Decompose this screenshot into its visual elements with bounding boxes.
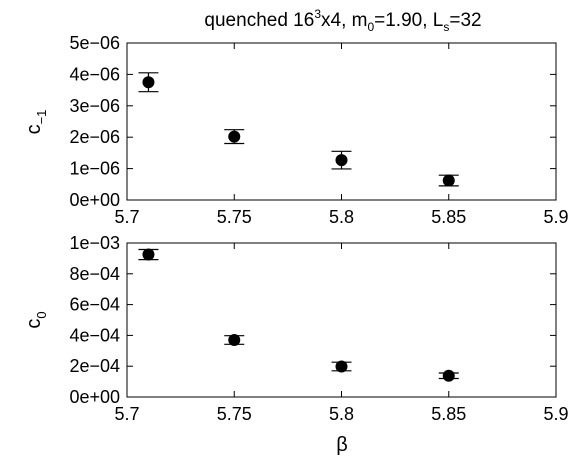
- bottom-y-label-base: c: [23, 319, 45, 329]
- top-plot-frame: [126, 42, 557, 201]
- bottom-x-tick-label: 5.85: [431, 404, 466, 424]
- bottom-y-axis-label: c0: [23, 311, 49, 328]
- top-data-point: [442, 174, 455, 187]
- x-axis-label: β: [336, 434, 348, 456]
- top-y-tick-label: 5e−06: [69, 33, 120, 53]
- top-x-tick-label: 5.9: [543, 207, 568, 227]
- bottom-panel: 5.7 5.75 5.8 5.85 5.9 0e+00 2e−04 4e−04 6e−04 8e−…: [23, 233, 569, 456]
- top-x-tick-label: 5.8: [329, 207, 354, 227]
- bottom-y-label-sub: 0: [34, 311, 49, 318]
- top-x-tick-label: 5.7: [114, 207, 139, 227]
- title-sub-l: s: [443, 20, 449, 34]
- top-y-label-base: c: [23, 124, 45, 134]
- top-x-tick-label: 5.85: [431, 207, 466, 227]
- bottom-data-point: [335, 360, 348, 373]
- bottom-x-tick-label: 5.8: [329, 404, 354, 424]
- top-y-tick-label: 0e+00: [69, 190, 120, 210]
- bottom-x-tick-label: 5.7: [114, 404, 139, 424]
- bottom-x-tick-label: 5.75: [217, 404, 252, 424]
- title-sub-m: 0: [367, 20, 374, 34]
- top-data-point: [228, 130, 241, 143]
- bottom-data-point: [142, 248, 155, 261]
- bottom-y-tick-label: 1e−03: [69, 233, 120, 253]
- bottom-y-tick-label: 2e−04: [69, 356, 120, 376]
- bottom-y-tick-label: 0e+00: [69, 387, 120, 407]
- title-sup: 3: [314, 7, 321, 21]
- top-y-tick-label: 4e−06: [69, 64, 120, 84]
- top-data-point: [142, 76, 155, 89]
- top-y-tick-label: 3e−06: [69, 96, 120, 116]
- top-y-label-sub: −1: [34, 110, 49, 125]
- top-y-axis-label: c−1: [23, 110, 49, 135]
- title-mid1: x4, m: [321, 10, 367, 31]
- bottom-plot-frame: [126, 242, 557, 398]
- top-y-tick-label: 2e−06: [69, 127, 120, 147]
- bottom-data-point: [442, 369, 455, 382]
- chart-title: quenched 163x4, m0=1.90, Ls=32: [204, 7, 481, 34]
- top-data-point: [335, 154, 348, 167]
- top-panel: 5.7 5.75 5.8 5.85 5.9 0e+00 1e−06 2e−06 3e−06 4e−…: [23, 33, 569, 227]
- bottom-data-point: [228, 334, 241, 347]
- top-y-tick-label: 1e−06: [69, 159, 120, 179]
- bottom-y-tick-label: 8e−04: [69, 264, 120, 284]
- title-prefix: quenched 16: [204, 10, 314, 31]
- title-suffix: =32: [449, 10, 481, 31]
- bottom-x-tick-label: 5.9: [543, 404, 568, 424]
- top-x-tick-label: 5.75: [217, 207, 252, 227]
- bottom-y-tick-label: 6e−04: [69, 295, 120, 315]
- bottom-y-tick-label: 4e−04: [69, 325, 120, 345]
- title-mid2: =1.90, L: [374, 10, 443, 31]
